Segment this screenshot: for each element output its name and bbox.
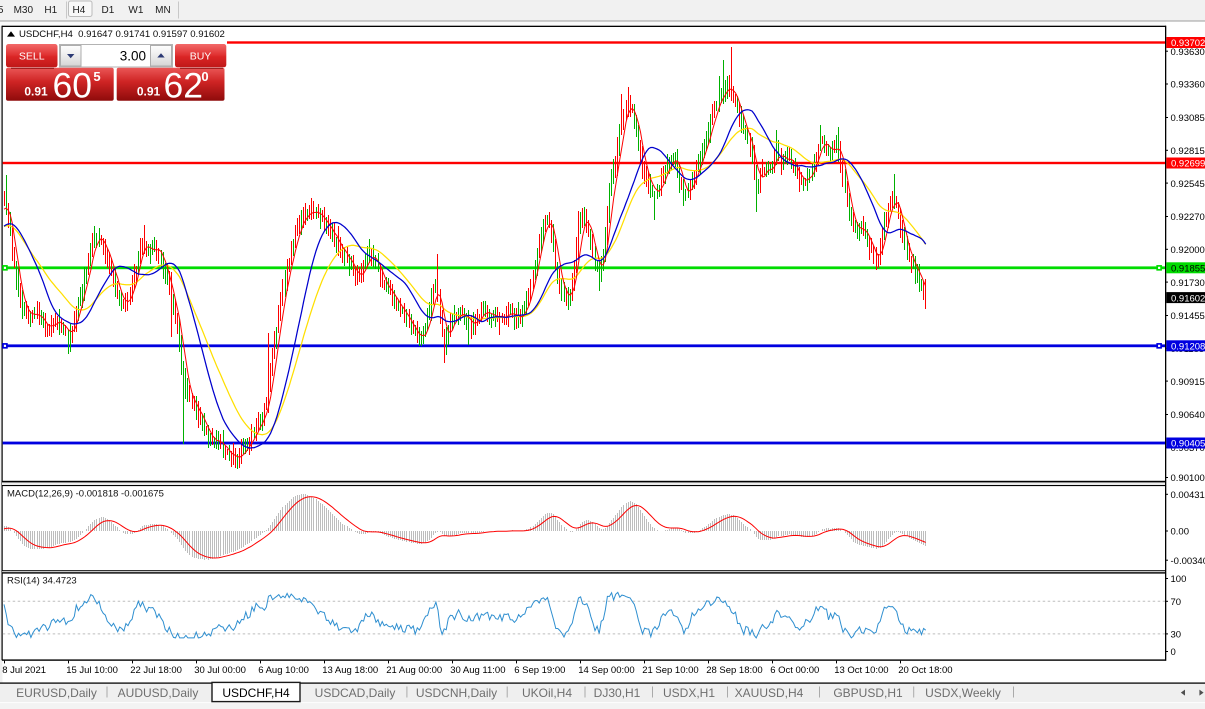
svg-text:30 Jul 00:00: 30 Jul 00:00 [194, 665, 246, 676]
svg-text:EURUSD,Daily: EURUSD,Daily [16, 686, 97, 700]
svg-text:SELL: SELL [19, 50, 45, 62]
svg-text:DJ30,H1: DJ30,H1 [594, 686, 641, 700]
svg-text:0: 0 [1171, 647, 1176, 658]
svg-text:0.91208: 0.91208 [1171, 342, 1205, 353]
svg-text:8 Jul 2021: 8 Jul 2021 [2, 665, 46, 676]
svg-text:0.91: 0.91 [24, 84, 48, 98]
svg-text:62: 62 [164, 66, 204, 106]
svg-text:0.92545: 0.92545 [1171, 179, 1205, 190]
svg-text:-0.00340: -0.00340 [1171, 556, 1205, 567]
svg-text:21 Sep 10:00: 21 Sep 10:00 [642, 665, 699, 676]
svg-text:20 Oct 18:00: 20 Oct 18:00 [898, 665, 952, 676]
svg-text:3.00: 3.00 [120, 48, 146, 63]
svg-text:USDCHF,H4: USDCHF,H4 [222, 686, 290, 700]
svg-text:0.93630: 0.93630 [1171, 47, 1205, 58]
svg-text:W1: W1 [128, 5, 143, 16]
svg-text:70: 70 [1171, 597, 1182, 608]
svg-text:0.92699: 0.92699 [1171, 159, 1205, 170]
svg-text:0.90640: 0.90640 [1171, 410, 1205, 421]
svg-text:6 Oct 00:00: 6 Oct 00:00 [770, 665, 819, 676]
svg-text:0.93360: 0.93360 [1171, 80, 1205, 91]
svg-text:XAUUSD,H4: XAUUSD,H4 [735, 686, 804, 700]
svg-text:0.92270: 0.92270 [1171, 212, 1205, 223]
svg-text:UKOil,H4: UKOil,H4 [522, 686, 572, 700]
svg-text:H1: H1 [44, 5, 57, 16]
svg-text:M30: M30 [14, 5, 34, 16]
svg-text:13 Oct 10:00: 13 Oct 10:00 [834, 665, 888, 676]
svg-text:MACD(12,26,9) -0.001818 -0.001: MACD(12,26,9) -0.001818 -0.001675 [7, 489, 164, 500]
svg-text:0.92000: 0.92000 [1171, 245, 1205, 256]
svg-text:6 Aug 10:00: 6 Aug 10:00 [258, 665, 309, 676]
svg-text:0.92815: 0.92815 [1171, 146, 1205, 157]
svg-text:0.90405: 0.90405 [1171, 439, 1205, 450]
svg-text:0.93702: 0.93702 [1171, 38, 1205, 49]
svg-text:M5: M5 [0, 5, 4, 16]
svg-text:0.91455: 0.91455 [1171, 311, 1205, 322]
svg-text:USDX,H1: USDX,H1 [663, 686, 715, 700]
svg-text:0.00431: 0.00431 [1171, 490, 1205, 501]
svg-text:USDCNH,Daily: USDCNH,Daily [416, 686, 497, 700]
svg-text:13 Aug 18:00: 13 Aug 18:00 [322, 665, 378, 676]
svg-text:30 Aug 11:00: 30 Aug 11:00 [450, 665, 505, 676]
svg-text:BUY: BUY [190, 50, 212, 62]
svg-text:100: 100 [1171, 574, 1187, 585]
svg-text:6 Sep 19:00: 6 Sep 19:00 [514, 665, 565, 676]
svg-text:0.90100: 0.90100 [1171, 473, 1205, 484]
svg-text:0.91730: 0.91730 [1171, 278, 1205, 289]
svg-text:USDX,Weekly: USDX,Weekly [925, 686, 1001, 700]
svg-text:D1: D1 [102, 5, 115, 16]
svg-text:15 Jul 10:00: 15 Jul 10:00 [66, 665, 118, 676]
svg-text:0: 0 [201, 69, 208, 84]
svg-text:0.93085: 0.93085 [1171, 113, 1205, 124]
svg-text:0.91: 0.91 [137, 84, 161, 98]
svg-text:21 Aug 00:00: 21 Aug 00:00 [386, 665, 442, 676]
svg-text:60: 60 [53, 66, 93, 106]
svg-text:0.91602: 0.91602 [1171, 293, 1205, 304]
svg-text:0.91855: 0.91855 [1171, 264, 1205, 275]
svg-text:28 Sep 18:00: 28 Sep 18:00 [706, 665, 763, 676]
svg-text:RSI(14) 34.4723: RSI(14) 34.4723 [7, 576, 77, 587]
svg-text:14 Sep 00:00: 14 Sep 00:00 [578, 665, 635, 676]
svg-text:USDCAD,Daily: USDCAD,Daily [315, 686, 396, 700]
svg-text:H4: H4 [73, 5, 86, 16]
svg-text:0.00: 0.00 [1171, 527, 1190, 538]
svg-text:0.90915: 0.90915 [1171, 377, 1205, 388]
svg-text:MN: MN [155, 5, 171, 16]
svg-text:AUDUSD,Daily: AUDUSD,Daily [118, 686, 199, 700]
svg-text:USDCHF,H4 0.91647 0.91741 0.9: USDCHF,H4 0.91647 0.91741 0.91597 0.9160… [19, 29, 225, 40]
svg-text:30: 30 [1171, 630, 1182, 641]
svg-text:GBPUSD,H1: GBPUSD,H1 [833, 686, 903, 700]
svg-text:5: 5 [93, 69, 100, 84]
svg-text:22 Jul 18:00: 22 Jul 18:00 [130, 665, 182, 676]
